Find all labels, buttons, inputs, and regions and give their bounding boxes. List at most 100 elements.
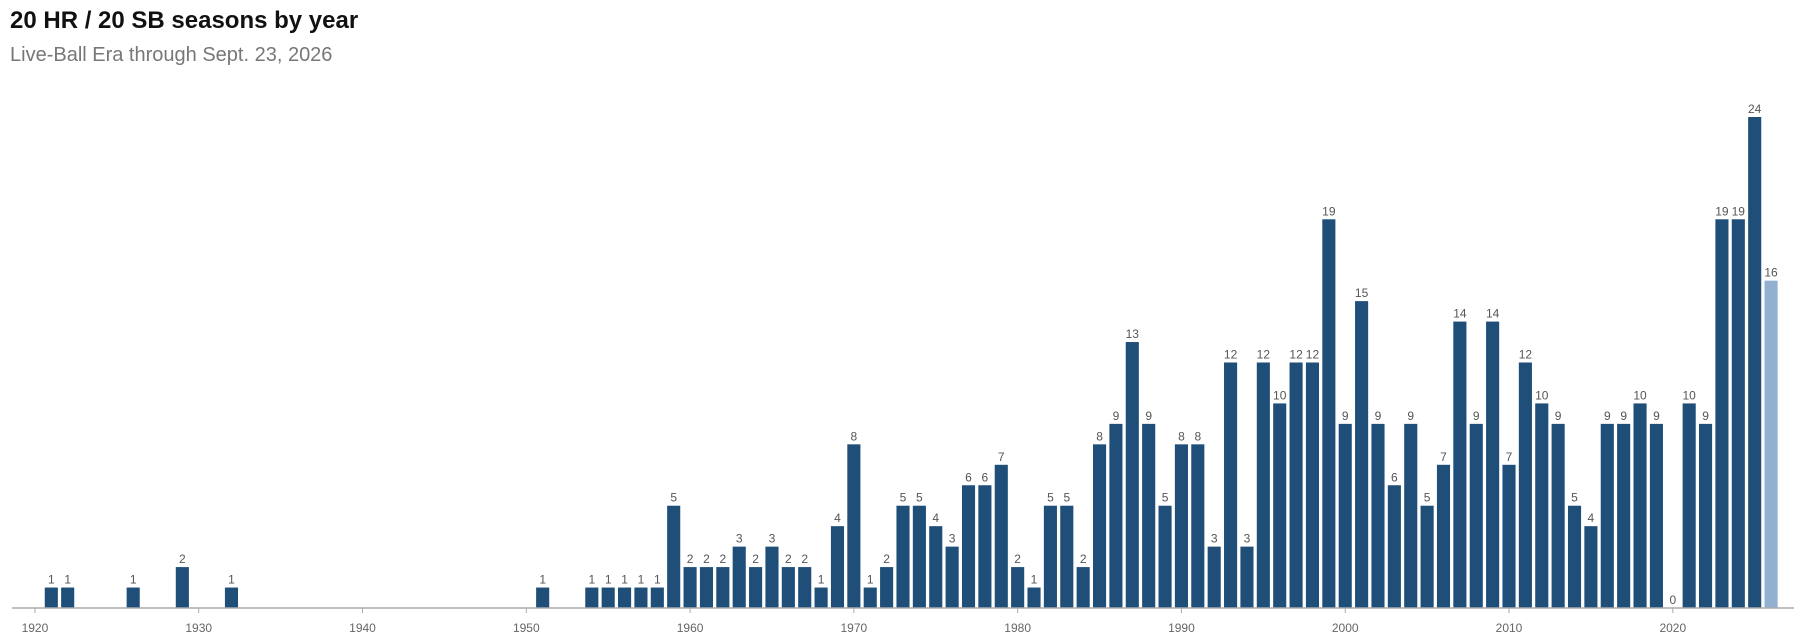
bar	[699, 567, 714, 608]
bar	[1273, 403, 1287, 608]
value-label: 5	[900, 491, 907, 505]
value-label: 6	[982, 470, 989, 484]
bar	[1256, 362, 1270, 608]
value-label: 3	[1211, 532, 1218, 546]
bar	[880, 567, 894, 608]
value-label: 24	[1748, 102, 1762, 116]
bar	[1600, 423, 1614, 608]
bar	[1731, 219, 1745, 608]
bar	[1404, 423, 1418, 608]
bar	[618, 587, 632, 608]
value-label: 19	[1322, 204, 1336, 218]
value-label: 9	[1473, 409, 1480, 423]
value-label: 7	[1506, 450, 1513, 464]
bar	[1486, 321, 1500, 608]
value-label: 1	[64, 573, 71, 587]
value-label: 1	[228, 573, 235, 587]
x-tick-label: 1930	[185, 621, 212, 635]
bar	[1371, 423, 1385, 608]
value-label: 9	[1555, 409, 1562, 423]
bar	[175, 567, 189, 608]
value-label: 5	[916, 491, 923, 505]
bar	[1011, 567, 1025, 608]
chart-subtitle: Live-Ball Era through Sept. 23, 2026	[10, 44, 332, 66]
value-label: 1	[605, 573, 612, 587]
bar	[1453, 321, 1467, 608]
value-label: 2	[785, 552, 792, 566]
value-label: 15	[1355, 286, 1369, 300]
bar	[1043, 505, 1057, 608]
bar	[1518, 362, 1532, 608]
x-tick-label: 1970	[841, 621, 868, 635]
value-label: 12	[1257, 348, 1271, 362]
value-label: 4	[834, 511, 841, 525]
bar	[1420, 505, 1434, 608]
value-label: 7	[998, 450, 1005, 464]
bar	[1748, 117, 1762, 608]
bar	[650, 587, 664, 608]
bar	[1715, 219, 1729, 608]
x-tick-label: 1980	[1004, 621, 1031, 635]
bar	[44, 587, 58, 608]
x-tick-label: 1990	[1168, 621, 1195, 635]
value-label: 1	[654, 573, 661, 587]
bar	[1584, 526, 1598, 608]
bar	[830, 526, 845, 608]
bar	[1027, 587, 1041, 608]
x-tick-label: 2020	[1659, 621, 1686, 635]
value-label: 1	[638, 573, 645, 587]
value-label: 2	[1080, 552, 1087, 566]
value-label: 9	[1620, 409, 1627, 423]
bar	[1535, 403, 1549, 608]
bar	[765, 546, 779, 608]
value-label: 9	[1375, 409, 1382, 423]
value-label: 6	[965, 470, 972, 484]
value-label: 10	[1273, 388, 1287, 402]
bar	[863, 587, 877, 608]
value-label: 3	[769, 532, 776, 546]
value-label: 12	[1224, 348, 1238, 362]
bar	[1551, 423, 1565, 608]
value-label: 2	[883, 552, 890, 566]
bar	[1125, 342, 1139, 608]
value-label: 12	[1289, 348, 1303, 362]
value-label: 12	[1306, 348, 1320, 362]
x-tick-label: 1920	[22, 621, 49, 635]
value-label: 9	[1653, 409, 1660, 423]
x-tick-label: 2000	[1332, 621, 1359, 635]
bar	[1355, 301, 1369, 608]
value-label: 1	[818, 573, 825, 587]
value-label: 1	[539, 573, 546, 587]
value-label: 1	[621, 573, 628, 587]
value-label: 5	[670, 491, 677, 505]
bar	[585, 587, 599, 608]
value-label: 2	[179, 552, 186, 566]
bar	[912, 505, 926, 608]
value-label: 2	[752, 552, 759, 566]
x-tick-label: 1960	[677, 621, 704, 635]
bar	[126, 587, 140, 608]
bar	[1207, 546, 1221, 608]
bar	[1076, 567, 1090, 608]
value-label: 5	[1063, 491, 1070, 505]
value-label: 10	[1633, 388, 1647, 402]
value-label: 9	[1145, 409, 1152, 423]
bar	[1305, 362, 1320, 608]
bar	[994, 464, 1008, 608]
value-label: 5	[1571, 491, 1578, 505]
bar	[1191, 444, 1205, 608]
value-label: 5	[1047, 491, 1054, 505]
bar	[1436, 464, 1451, 608]
value-label: 9	[1407, 409, 1414, 423]
value-label: 9	[1604, 409, 1611, 423]
bar	[1174, 444, 1188, 608]
bar	[978, 485, 992, 608]
value-label: 14	[1453, 307, 1467, 321]
value-label: 2	[719, 552, 726, 566]
value-label: 13	[1126, 327, 1140, 341]
bar	[1338, 423, 1352, 608]
chart-title: 20 HR / 20 SB seasons by year	[10, 7, 358, 34]
bar	[1764, 280, 1778, 608]
